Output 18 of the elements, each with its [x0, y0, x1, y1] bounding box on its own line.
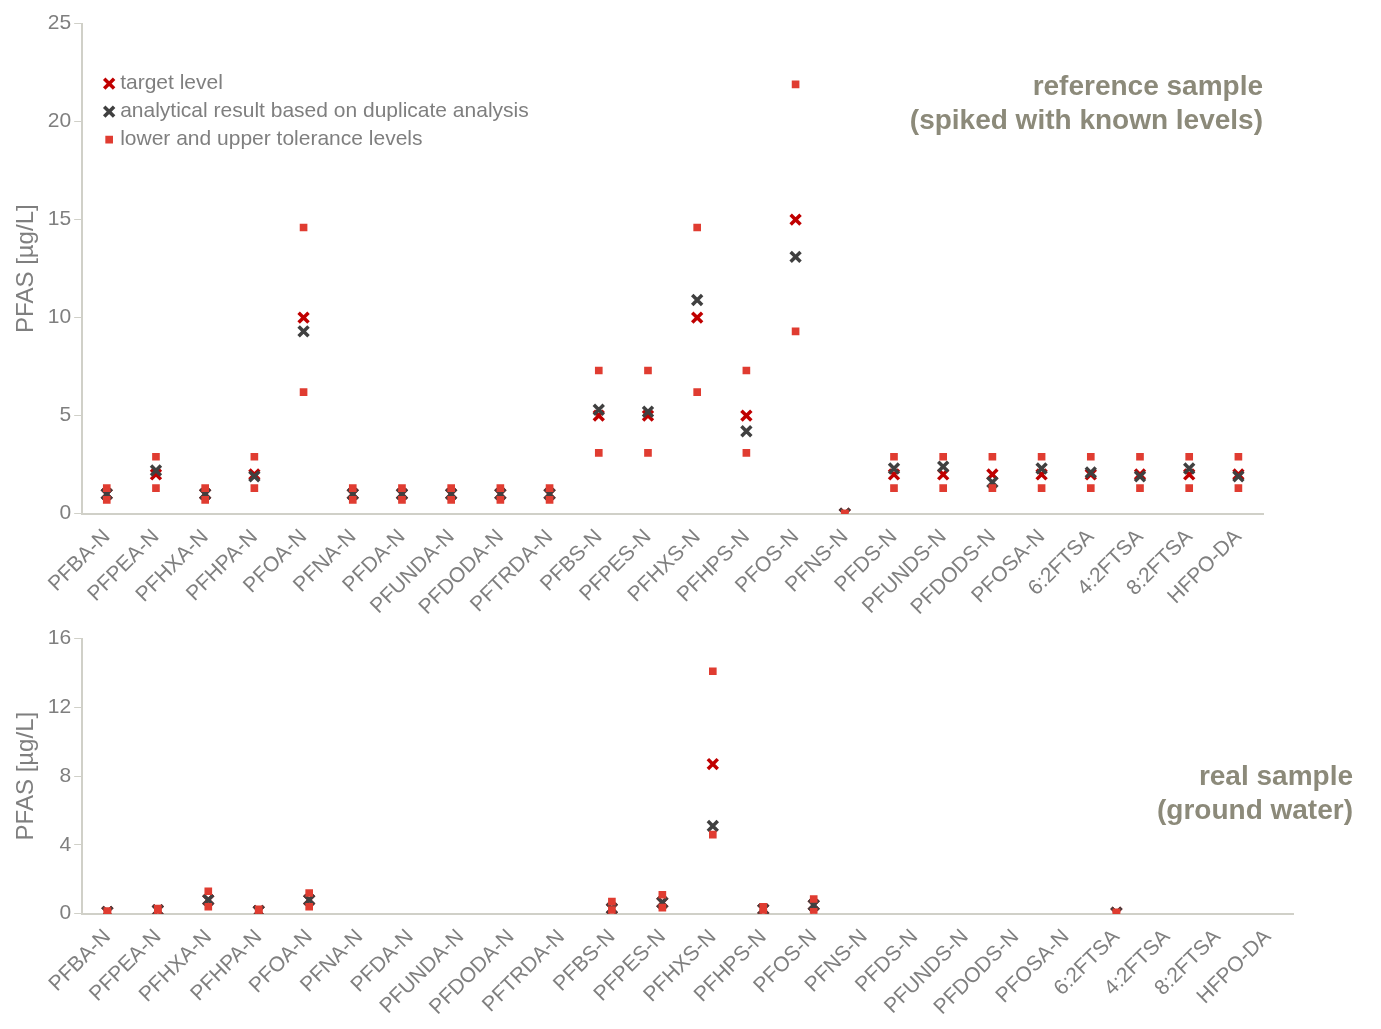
y-tick-label: 15 — [47, 206, 72, 230]
y-tick-label: 10 — [47, 304, 72, 328]
text: real sample (ground water) — [1157, 760, 1353, 826]
legend-label: lower and upper tolerance levels — [120, 126, 423, 150]
y-axis-title: PFAS [µg/L] — [11, 711, 39, 841]
y-tick-label: 4 — [59, 831, 72, 855]
legend-label: target level — [120, 70, 223, 94]
y-tick-label: 5 — [59, 402, 72, 426]
y-tick-label: 20 — [47, 108, 72, 132]
y-tick-label: 0 — [59, 900, 72, 924]
y-tick-label: 25 — [47, 10, 72, 34]
text: reference sample (spiked with known levels) — [909, 70, 1263, 136]
y-tick-label: 8 — [59, 762, 72, 786]
y-tick-label: 12 — [47, 694, 72, 718]
legend-label: analytical result based on duplicate analysis — [120, 98, 529, 122]
y-axis-title: PFAS [µg/L] — [11, 204, 39, 333]
y-tick-label: 0 — [59, 500, 72, 524]
y-tick-label: 16 — [47, 625, 72, 649]
